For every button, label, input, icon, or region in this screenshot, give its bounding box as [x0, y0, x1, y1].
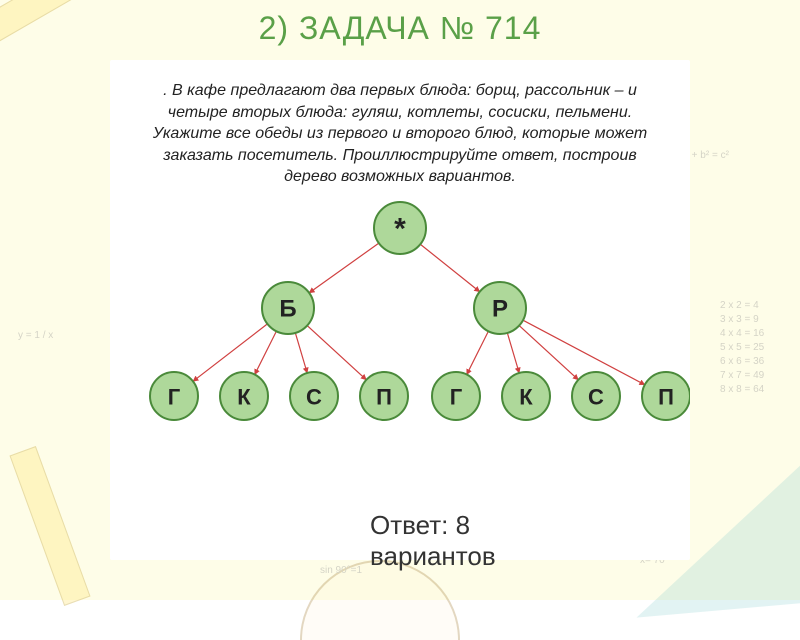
tree-node-label: П — [658, 384, 674, 409]
ruler-icon — [9, 446, 90, 606]
tree-node-label: С — [306, 384, 322, 409]
tree-svg: * Б Р Г К С П Г К С П — [110, 196, 690, 446]
bg-formula: 3 x 3 = 9 — [720, 314, 759, 325]
answer-line-1: Ответ: 8 — [370, 510, 470, 540]
bg-formula: y = 1 / x — [18, 330, 53, 341]
tree-node-label: К — [237, 384, 251, 409]
tree-node-label: Г — [168, 384, 181, 409]
bg-formula: 5 x 5 = 25 — [720, 342, 764, 353]
bg-formula: 2 x 2 = 4 — [720, 300, 759, 311]
tree-node-label: Б — [279, 295, 296, 322]
tree-node-label: * — [394, 212, 406, 245]
tree-node-label: П — [376, 384, 392, 409]
bg-formula: 4 x 4 = 16 — [720, 328, 764, 339]
problem-text: . В кафе предлагают два первых блюда: бо… — [110, 60, 690, 188]
tree-edge — [295, 333, 307, 373]
tree-node-label: Г — [450, 384, 463, 409]
tree-node-label: С — [588, 384, 604, 409]
content-panel: . В кафе предлагают два первых блюда: бо… — [110, 60, 690, 560]
tree-diagram: * Б Р Г К С П Г К С П — [110, 196, 690, 456]
slide-title: 2) ЗАДАЧА № 714 — [0, 10, 800, 47]
bg-formula: 6 x 6 = 36 — [720, 356, 764, 367]
tree-edge — [255, 331, 277, 374]
bg-formula: sin 90°=1 — [320, 565, 362, 576]
answer-text: Ответ: 8 вариантов — [370, 510, 650, 572]
tree-edge — [309, 243, 379, 293]
bg-formula: 7 x 7 = 49 — [720, 370, 764, 381]
tree-node-label: Р — [492, 295, 508, 322]
tree-node-label: К — [519, 384, 533, 409]
bg-formula: 8 x 8 = 64 — [720, 384, 764, 395]
slide-background: y = 1 / xa² + b² = c²2 x 2 = 43 x 3 = 94… — [0, 0, 800, 600]
tree-edge — [467, 331, 489, 374]
answer-line-2: вариантов — [370, 541, 496, 571]
tree-edge — [420, 244, 479, 292]
tree-edge — [507, 333, 519, 373]
